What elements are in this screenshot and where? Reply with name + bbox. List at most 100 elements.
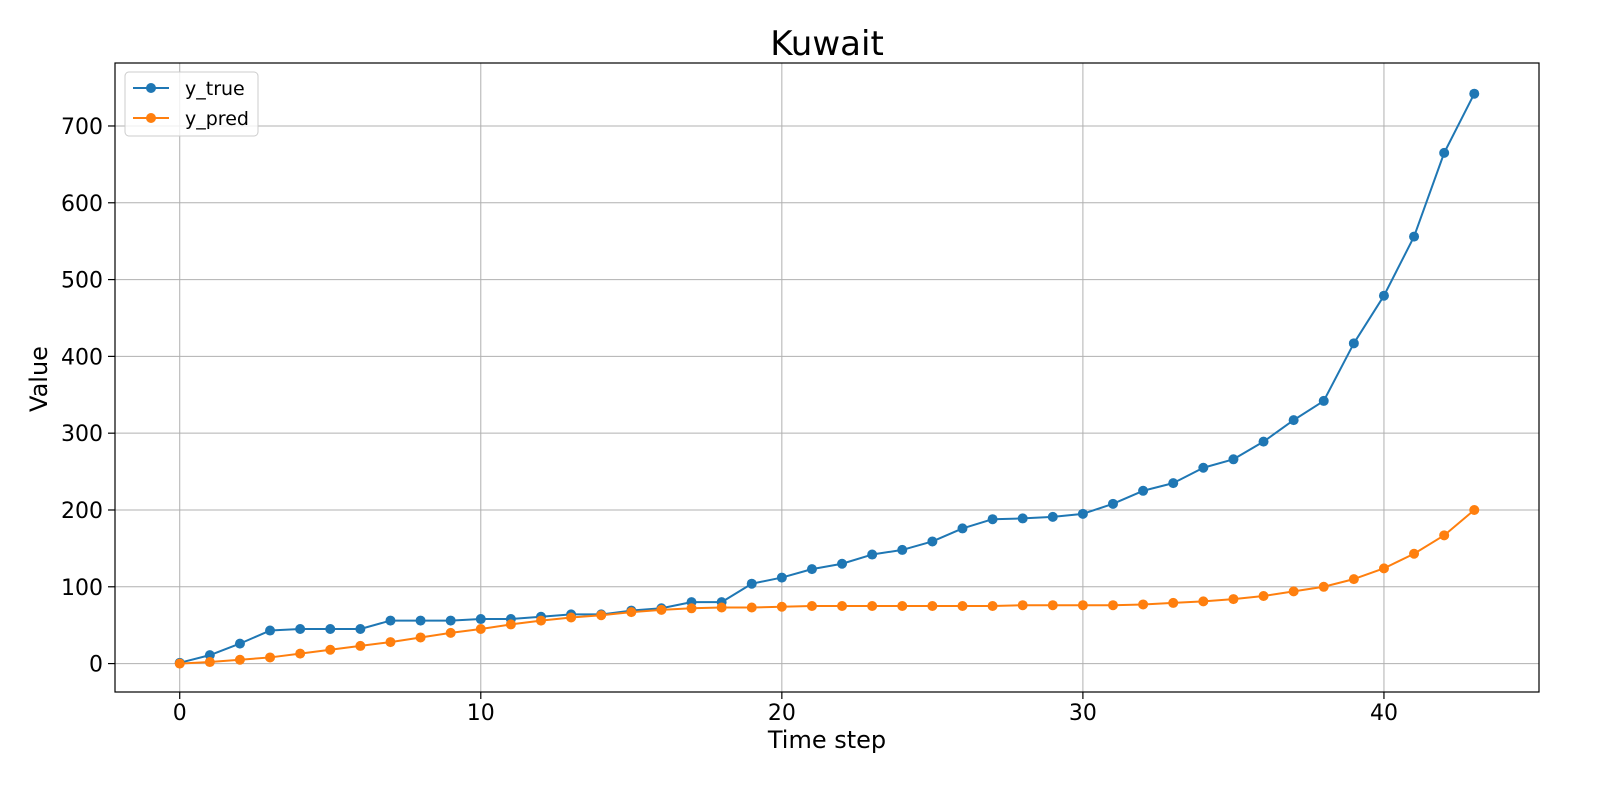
data-point-y-pred (1138, 599, 1149, 610)
data-point-y-pred (1288, 586, 1299, 597)
data-point-y-true (776, 572, 787, 583)
legend-label-y-true: y_true (185, 78, 245, 100)
data-point-y-true (1469, 88, 1480, 99)
data-point-y-true (1138, 485, 1149, 496)
data-point-y-true (837, 558, 848, 569)
data-point-y-pred (957, 600, 968, 611)
data-point-y-true (1047, 511, 1058, 522)
data-point-y-true (746, 578, 757, 589)
series-layer (174, 88, 1480, 669)
data-point-y-pred (746, 602, 757, 613)
data-point-y-pred (505, 619, 516, 630)
data-point-y-true (867, 549, 878, 560)
data-point-y-pred (536, 615, 546, 626)
data-point-y-pred (445, 627, 456, 638)
x-tick-label: 0 (173, 701, 187, 726)
data-point-y-true (1017, 513, 1028, 524)
data-point-y-true (1288, 415, 1299, 426)
data-point-y-true (987, 514, 998, 525)
data-point-y-pred (776, 601, 787, 612)
data-point-y-pred (1108, 600, 1118, 611)
data-point-y-pred (566, 612, 577, 623)
legend: y_true y_pred (124, 71, 259, 137)
data-point-y-true (1168, 478, 1179, 489)
y-tick-label: 500 (61, 269, 103, 294)
data-point-y-pred (1047, 600, 1058, 611)
data-point-y-pred (1378, 563, 1389, 574)
data-point-y-true (204, 650, 215, 661)
y-tick-label: 600 (61, 192, 103, 217)
data-point-y-pred (1077, 600, 1088, 611)
y-tick-label: 400 (61, 345, 103, 370)
data-point-y-pred (265, 652, 276, 663)
legend-label-y-pred: y_pred (185, 108, 249, 130)
data-point-y-pred (596, 610, 607, 621)
data-point-y-pred (1017, 600, 1028, 611)
data-point-y-pred (1409, 548, 1420, 559)
data-point-y-pred (1439, 530, 1450, 541)
data-point-y-pred (656, 604, 667, 615)
data-point-y-pred (355, 640, 366, 651)
data-point-y-pred (204, 657, 215, 668)
y-tick-label: 0 (89, 653, 103, 678)
x-axis: 0 10 20 30 40 (173, 692, 1398, 726)
data-point-y-true (234, 638, 245, 649)
data-point-y-true (1198, 462, 1209, 473)
data-point-y-pred (475, 624, 486, 635)
data-point-y-true (1378, 290, 1389, 301)
data-point-y-pred (686, 603, 697, 614)
y-tick-label: 300 (61, 422, 103, 447)
data-point-y-pred (295, 648, 306, 659)
legend-marker-y-pred (146, 113, 156, 123)
x-tick-label: 20 (768, 701, 796, 726)
data-point-y-true (445, 615, 456, 626)
data-point-y-pred (1258, 591, 1269, 601)
data-point-y-pred (174, 658, 185, 669)
data-point-y-true (806, 564, 817, 575)
data-point-y-pred (626, 607, 637, 618)
data-point-y-pred (1348, 574, 1359, 585)
x-tick-label: 40 (1370, 701, 1398, 726)
series-y-pred (174, 504, 1480, 669)
data-point-y-true (295, 624, 306, 635)
data-point-y-true (475, 614, 486, 625)
data-point-y-pred (415, 632, 426, 643)
data-point-y-true (1439, 147, 1450, 158)
y-tick-label: 700 (61, 115, 103, 140)
data-point-y-true (1258, 436, 1269, 447)
data-point-y-true (957, 523, 968, 534)
plot-area-frame (114, 62, 1540, 693)
data-point-y-pred (1168, 597, 1179, 608)
chart-title: Kuwait (770, 24, 884, 64)
x-tick-label: 30 (1069, 701, 1097, 726)
x-tick-label: 10 (467, 701, 495, 726)
data-point-y-true (1108, 498, 1118, 509)
data-point-y-pred (1198, 596, 1209, 607)
data-point-y-pred (897, 600, 908, 611)
legend-marker-y-true (146, 83, 156, 93)
data-point-y-true (265, 625, 276, 636)
data-point-y-pred (385, 637, 396, 648)
data-point-y-pred (716, 602, 727, 613)
y-tick-label: 100 (61, 576, 103, 601)
data-point-y-pred (837, 600, 848, 611)
y-axis: 0 100 200 300 400 500 600 700 (61, 115, 115, 678)
series-line-y-true (179, 93, 1476, 664)
data-point-y-pred (1228, 594, 1239, 605)
data-point-y-pred (867, 600, 878, 611)
data-point-y-true (1348, 338, 1359, 349)
data-point-y-true (1077, 508, 1088, 519)
data-point-y-true (1318, 395, 1329, 406)
data-point-y-true (897, 544, 908, 555)
data-point-y-true (1228, 454, 1239, 465)
data-point-y-true (385, 615, 396, 626)
data-point-y-true (1409, 231, 1420, 242)
data-point-y-true (325, 624, 336, 635)
data-point-y-true (355, 624, 366, 635)
series-line-y-pred (179, 509, 1475, 665)
data-point-y-true (415, 615, 426, 626)
data-point-y-pred (806, 600, 817, 611)
x-axis-label: Time step (767, 726, 886, 754)
